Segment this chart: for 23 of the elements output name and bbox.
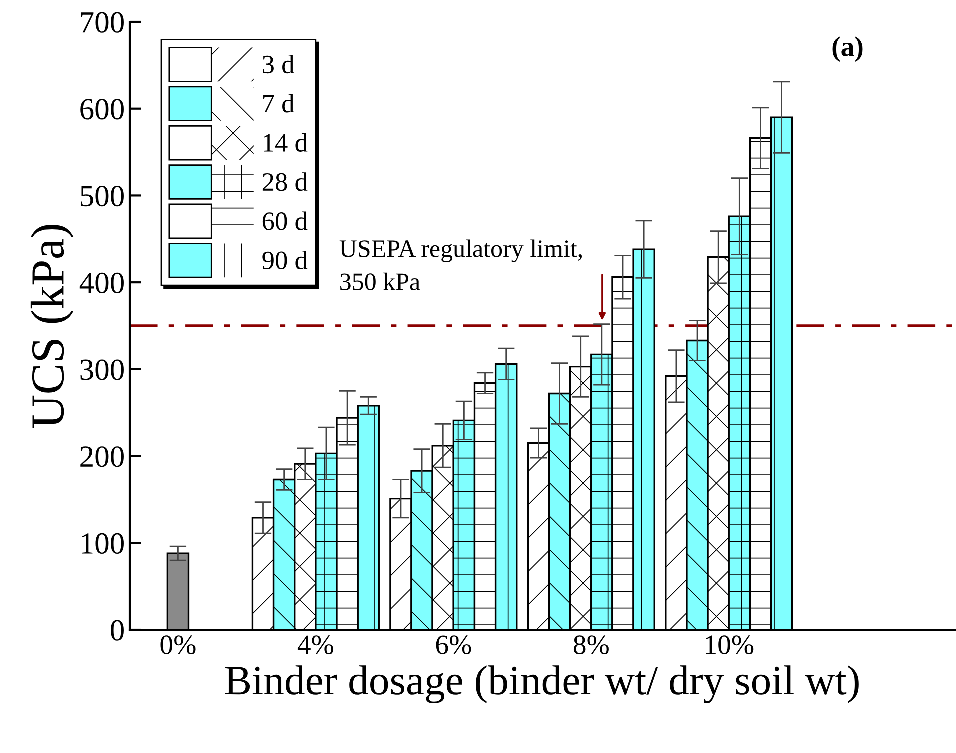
x-tick-label: 6% [436, 636, 472, 654]
y-tick-label: 400 [80, 272, 124, 294]
x-tick-label: 4% [298, 636, 334, 654]
annotation: USEPA regulatory limit, 350 kPa [340, 240, 582, 291]
x-tick-label: 10% [706, 636, 754, 654]
y-tick-label: 700 [81, 12, 124, 33]
y-tick-label: 200 [80, 446, 124, 468]
legend-label: 90 d [262, 250, 308, 270]
text: (a) [832, 36, 863, 62]
legend-label: 3 d [263, 55, 294, 74]
y-tick-label: 300 [80, 360, 124, 380]
x-axis-title: Binder dosage (binder wt/ dry soil wt) [225, 666, 859, 704]
x-tick-label: 0% [160, 636, 196, 654]
y-tick-label: 500 [81, 186, 124, 207]
legend-label: 60 d [262, 212, 308, 230]
y-tick-label: 0 [111, 620, 124, 641]
y-tick-label: 100 [82, 533, 124, 554]
legend-label: 14 d [264, 133, 308, 152]
legend-label: 28 d [262, 172, 308, 192]
legend-label: 7 d [264, 94, 294, 113]
x-tick-label: 8% [574, 636, 609, 654]
y-axis-title: UCS (kPa) [30, 225, 74, 428]
y-tick-label: 600 [80, 99, 124, 120]
